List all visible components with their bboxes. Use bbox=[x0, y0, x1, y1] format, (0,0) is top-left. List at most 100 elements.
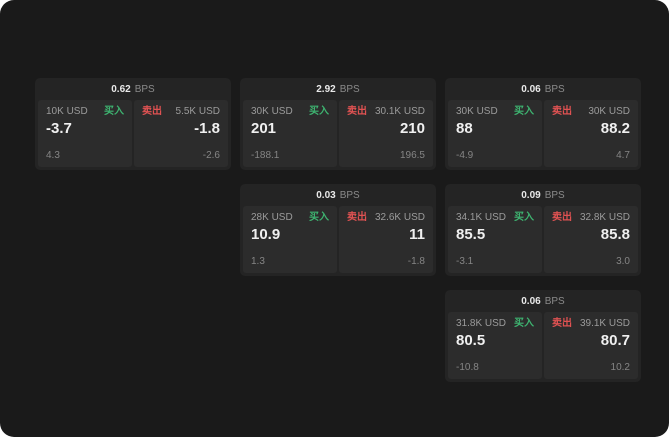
sell-price: 11 bbox=[409, 226, 425, 243]
buy-amount: 30K USD bbox=[251, 106, 293, 117]
sell-panel-top: 卖出 39.1K USD bbox=[552, 319, 630, 329]
buy-label: 买入 bbox=[514, 106, 534, 117]
sell-panel[interactable]: 卖出 39.1K USD 80.7 10.2 bbox=[544, 312, 638, 379]
card-body: 30K USD 买入 201 -188.1 卖出 30.1K USD 210 1… bbox=[243, 100, 433, 167]
buy-panel-top: 10K USD 买入 bbox=[46, 107, 124, 117]
buy-delta: 4.3 bbox=[46, 150, 60, 161]
buy-panel[interactable]: 31.8K USD 买入 80.5 -10.8 bbox=[448, 312, 542, 379]
sell-label: 卖出 bbox=[142, 106, 162, 117]
buy-panel-top: 28K USD 买入 bbox=[251, 213, 329, 223]
buy-panel-top: 30K USD 买入 bbox=[251, 107, 329, 117]
sell-label: 卖出 bbox=[347, 106, 367, 117]
buy-price: 80.5 bbox=[456, 332, 486, 349]
buy-delta: -10.8 bbox=[456, 362, 479, 373]
buy-delta: 1.3 bbox=[251, 256, 265, 267]
buy-amount: 30K USD bbox=[456, 106, 498, 117]
buy-amount: 10K USD bbox=[46, 106, 88, 117]
sell-price: 80.7 bbox=[600, 332, 630, 349]
buy-panel[interactable]: 34.1K USD 买入 85.5 -3.1 bbox=[448, 206, 542, 273]
buy-amount: 28K USD bbox=[251, 212, 293, 223]
sell-delta: -1.8 bbox=[407, 256, 425, 267]
sell-panel[interactable]: 卖出 30K USD 88.2 4.7 bbox=[544, 100, 638, 167]
sell-label: 卖出 bbox=[552, 106, 572, 117]
buy-price: 85.5 bbox=[456, 226, 486, 243]
card-header: 0.62 BPS bbox=[38, 78, 228, 100]
sell-price: 210 bbox=[399, 120, 425, 137]
sell-amount: 30.1K USD bbox=[374, 106, 425, 117]
card-header: 2.92 BPS bbox=[243, 78, 433, 100]
sell-panel[interactable]: 卖出 5.5K USD -1.8 -2.6 bbox=[134, 100, 228, 167]
sell-amount: 30K USD bbox=[588, 106, 630, 117]
bps-label: BPS bbox=[544, 189, 565, 201]
sell-amount: 39.1K USD bbox=[579, 318, 630, 329]
card-body: 34.1K USD 买入 85.5 -3.1 卖出 32.8K USD 85.8… bbox=[448, 206, 638, 273]
card-body: 31.8K USD 买入 80.5 -10.8 卖出 39.1K USD 80.… bbox=[448, 312, 638, 379]
bps-label: BPS bbox=[339, 189, 360, 201]
card-body: 10K USD 买入 -3.7 4.3 卖出 5.5K USD -1.8 -2.… bbox=[38, 100, 228, 167]
quote-card: 0.03 BPS 28K USD 买入 10.9 1.3 卖出 32.6K US… bbox=[240, 184, 436, 276]
quote-grid: 0.62 BPS 10K USD 买入 -3.7 4.3 卖出 5.5K USD… bbox=[35, 78, 641, 382]
bps-label: BPS bbox=[544, 83, 565, 95]
buy-panel[interactable]: 30K USD 买入 201 -188.1 bbox=[243, 100, 337, 167]
card-header: 0.06 BPS bbox=[448, 78, 638, 100]
sell-delta: 4.7 bbox=[616, 150, 630, 161]
sell-amount: 32.6K USD bbox=[374, 212, 425, 223]
buy-label: 买入 bbox=[514, 318, 534, 329]
buy-label: 买入 bbox=[104, 106, 124, 117]
sell-delta: 10.2 bbox=[610, 362, 630, 373]
quote-card: 0.06 BPS 31.8K USD 买入 80.5 -10.8 卖出 39.1… bbox=[445, 290, 641, 382]
buy-delta: -4.9 bbox=[456, 150, 474, 161]
sell-delta: 3.0 bbox=[616, 256, 630, 267]
buy-label: 买入 bbox=[309, 106, 329, 117]
buy-amount: 34.1K USD bbox=[456, 212, 507, 223]
quote-card: 0.09 BPS 34.1K USD 买入 85.5 -3.1 卖出 32.8K… bbox=[445, 184, 641, 276]
sell-amount: 5.5K USD bbox=[175, 106, 220, 117]
buy-price: 201 bbox=[251, 120, 277, 137]
buy-label: 买入 bbox=[309, 212, 329, 223]
sell-delta: -2.6 bbox=[202, 150, 220, 161]
sell-panel-top: 卖出 30.1K USD bbox=[347, 107, 425, 117]
bps-value: 0.62 bbox=[111, 83, 131, 95]
bps-label: BPS bbox=[544, 295, 565, 307]
sell-label: 卖出 bbox=[552, 318, 572, 329]
sell-panel[interactable]: 卖出 32.6K USD 11 -1.8 bbox=[339, 206, 433, 273]
card-header: 0.06 BPS bbox=[448, 290, 638, 312]
bps-label: BPS bbox=[134, 83, 155, 95]
quote-card: 0.06 BPS 30K USD 买入 88 -4.9 卖出 30K USD 8… bbox=[445, 78, 641, 170]
bps-value: 2.92 bbox=[316, 83, 336, 95]
buy-panel-top: 31.8K USD 买入 bbox=[456, 319, 534, 329]
buy-label: 买入 bbox=[514, 212, 534, 223]
buy-panel[interactable]: 10K USD 买入 -3.7 4.3 bbox=[38, 100, 132, 167]
sell-amount: 32.8K USD bbox=[579, 212, 630, 223]
sell-label: 卖出 bbox=[347, 212, 367, 223]
buy-delta: -188.1 bbox=[251, 150, 280, 161]
sell-delta: 196.5 bbox=[399, 150, 425, 161]
bps-value: 0.06 bbox=[521, 83, 541, 95]
buy-price: 88 bbox=[456, 120, 473, 137]
sell-panel[interactable]: 卖出 30.1K USD 210 196.5 bbox=[339, 100, 433, 167]
buy-panel[interactable]: 30K USD 买入 88 -4.9 bbox=[448, 100, 542, 167]
buy-delta: -3.1 bbox=[456, 256, 474, 267]
buy-panel-top: 34.1K USD 买入 bbox=[456, 213, 534, 223]
sell-price: -1.8 bbox=[194, 120, 220, 137]
quote-card: 0.62 BPS 10K USD 买入 -3.7 4.3 卖出 5.5K USD… bbox=[35, 78, 231, 170]
sell-panel-top: 卖出 5.5K USD bbox=[142, 107, 220, 117]
sell-panel[interactable]: 卖出 32.8K USD 85.8 3.0 bbox=[544, 206, 638, 273]
bps-value: 0.09 bbox=[521, 189, 541, 201]
buy-price: -3.7 bbox=[46, 120, 72, 137]
sell-price: 88.2 bbox=[600, 120, 630, 137]
card-header: 0.09 BPS bbox=[448, 184, 638, 206]
card-body: 28K USD 买入 10.9 1.3 卖出 32.6K USD 11 -1.8 bbox=[243, 206, 433, 273]
bps-value: 0.03 bbox=[316, 189, 336, 201]
bps-value: 0.06 bbox=[521, 295, 541, 307]
buy-panel-top: 30K USD 买入 bbox=[456, 107, 534, 117]
sell-label: 卖出 bbox=[552, 212, 572, 223]
buy-price: 10.9 bbox=[251, 226, 281, 243]
buy-amount: 31.8K USD bbox=[456, 318, 507, 329]
card-body: 30K USD 买入 88 -4.9 卖出 30K USD 88.2 4.7 bbox=[448, 100, 638, 167]
quote-card: 2.92 BPS 30K USD 买入 201 -188.1 卖出 30.1K … bbox=[240, 78, 436, 170]
sell-panel-top: 卖出 32.6K USD bbox=[347, 213, 425, 223]
sell-price: 85.8 bbox=[600, 226, 630, 243]
buy-panel[interactable]: 28K USD 买入 10.9 1.3 bbox=[243, 206, 337, 273]
